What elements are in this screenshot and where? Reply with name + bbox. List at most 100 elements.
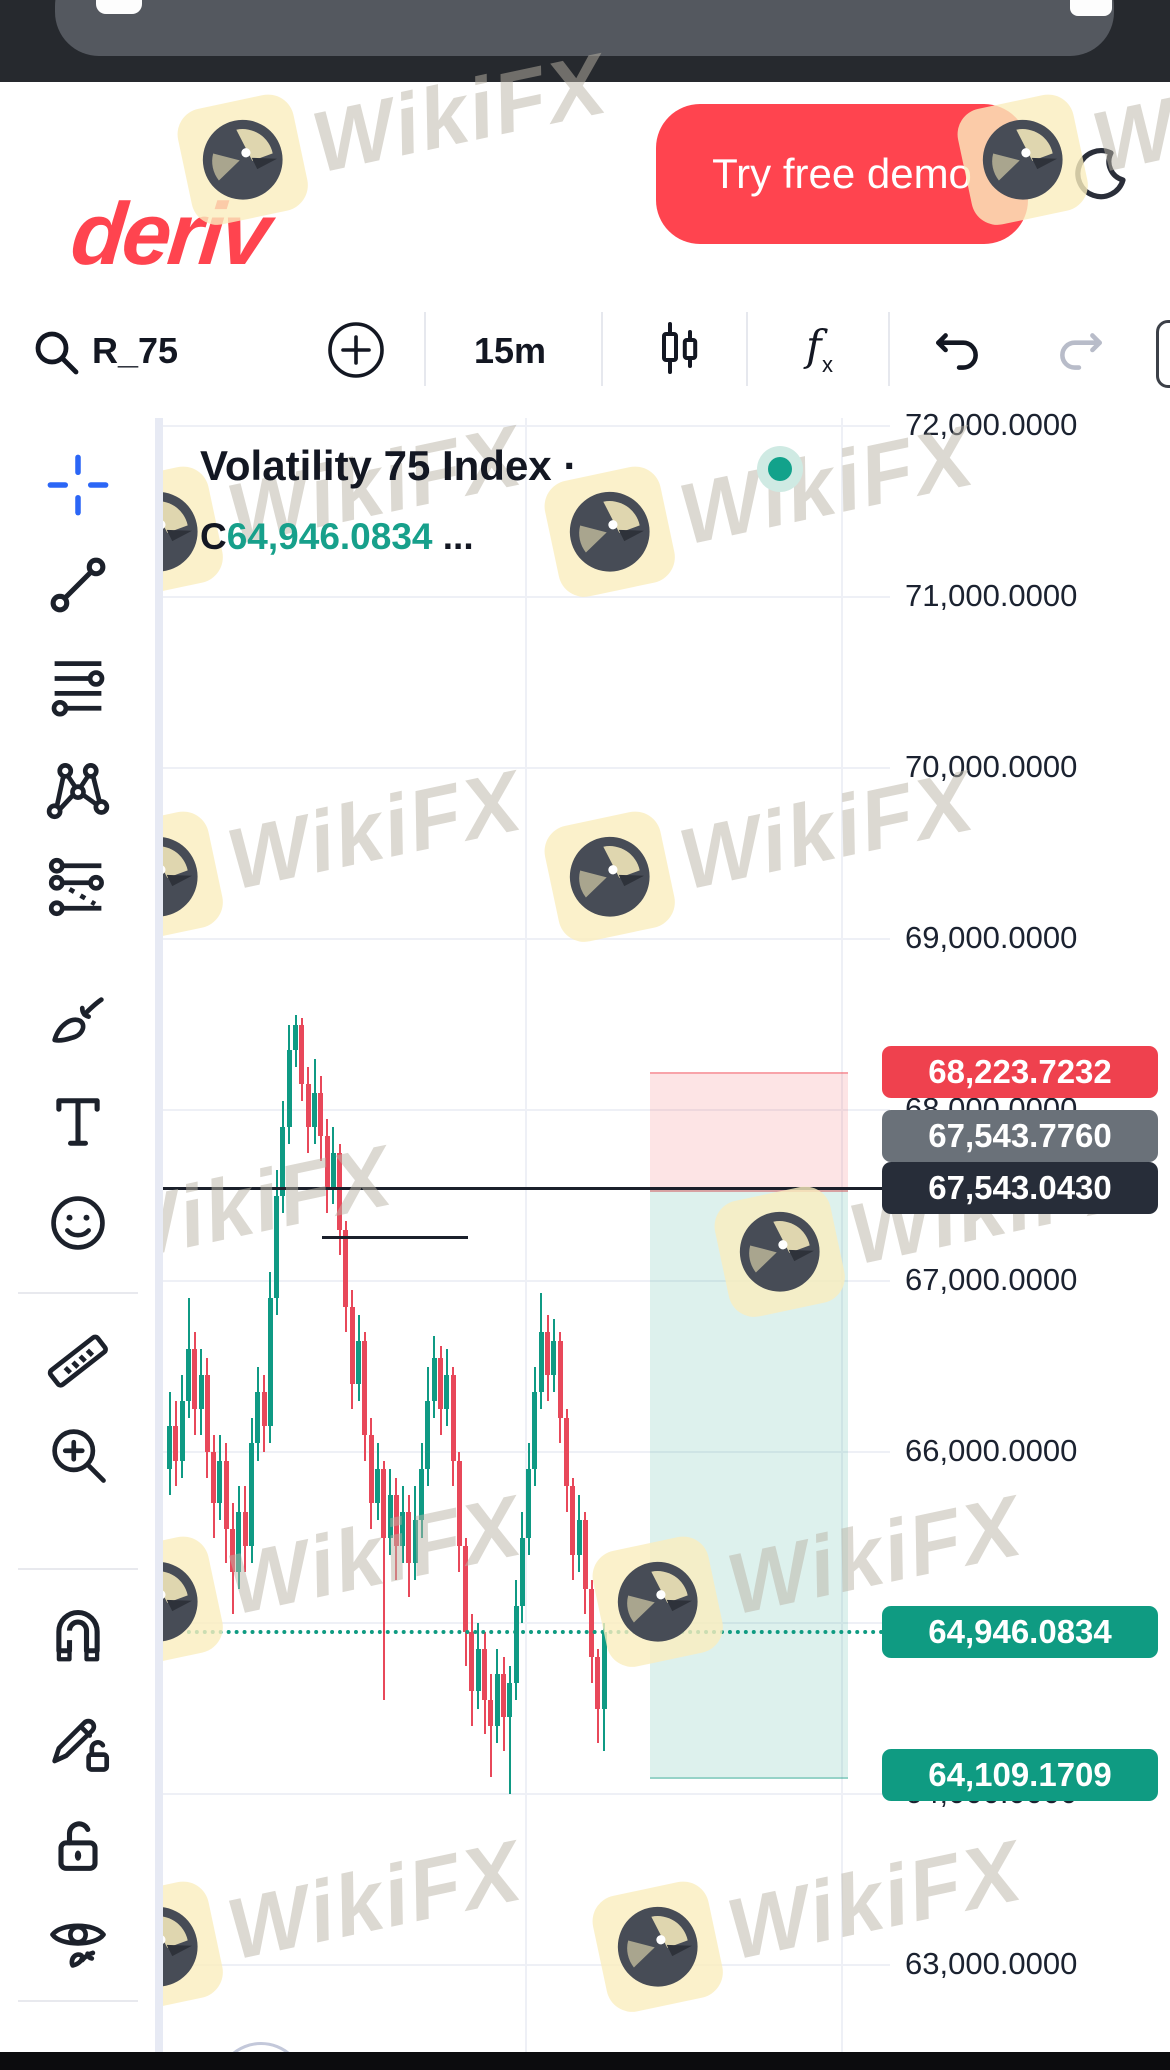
profit-zone[interactable]	[650, 1188, 848, 1779]
magnet-mode-icon[interactable]	[44, 1604, 112, 1672]
candle-body	[387, 1495, 393, 1538]
wikifx-watermark-text: WikiFX	[219, 752, 531, 909]
candle-body	[274, 1196, 280, 1298]
candle-body	[167, 1426, 172, 1469]
price-axis-tick: 63,000.0000	[905, 1946, 1078, 1981]
candle-body	[595, 1657, 601, 1709]
target-price-label: 64,109.1709	[882, 1749, 1158, 1801]
candle-body	[576, 1520, 582, 1555]
add-chart-icon[interactable]	[324, 318, 388, 387]
sidebar-divider	[18, 1292, 138, 1294]
interval-button[interactable]: 15m	[474, 330, 547, 371]
entry-price-line[interactable]	[163, 1187, 884, 1190]
candle-body	[217, 1461, 223, 1503]
candle-body	[425, 1401, 431, 1469]
price-axis-tick: 71,000.0000	[905, 578, 1078, 613]
cursor-crosshair-icon[interactable]	[44, 451, 112, 519]
app-header: deriv Try free demo	[0, 82, 1170, 302]
market-open-status-dot[interactable]	[757, 446, 803, 492]
undo-icon[interactable]	[928, 322, 986, 385]
candle-body	[192, 1349, 198, 1409]
candle-body	[330, 1153, 336, 1187]
ruler-measure-icon[interactable]	[44, 1323, 112, 1391]
try-free-demo-button[interactable]: Try free demo	[656, 104, 1028, 244]
price-axis-tick: 72,000.0000	[905, 407, 1078, 442]
current-price-dotted-line	[163, 1630, 884, 1634]
candle-body	[381, 1469, 387, 1538]
candle-body	[293, 1025, 298, 1050]
candle-body	[204, 1375, 210, 1452]
entry-price-label: 67,543.0430	[882, 1162, 1158, 1214]
text-tool-icon[interactable]	[44, 1088, 112, 1156]
candle-body	[198, 1375, 204, 1409]
candle-body	[488, 1700, 494, 1726]
toolbar-divider	[424, 312, 426, 386]
candle-body	[519, 1538, 525, 1606]
candle-body	[374, 1469, 380, 1503]
candle-body	[582, 1520, 588, 1589]
candle-body	[248, 1443, 254, 1546]
moon-icon[interactable]	[1068, 146, 1132, 215]
pattern-xabcd-icon[interactable]	[44, 756, 112, 824]
sidebar-divider	[18, 2000, 138, 2002]
candle-body	[551, 1341, 557, 1375]
candle-body	[185, 1349, 191, 1401]
close-value: 64,946.0834	[226, 516, 433, 557]
price-axis-tick: 66,000.0000	[905, 1433, 1078, 1468]
emoji-sticker-icon[interactable]	[44, 1189, 112, 1257]
wikifx-eagle-icon	[539, 806, 680, 947]
candle-body	[563, 1418, 569, 1486]
candle-body	[223, 1461, 229, 1529]
candle-body	[305, 1084, 311, 1127]
candle-body	[507, 1683, 513, 1717]
candle-body	[500, 1674, 506, 1717]
candle-body	[601, 1632, 607, 1709]
fib-retracement-icon[interactable]	[44, 653, 112, 721]
candle-body	[532, 1392, 538, 1469]
sidebar-divider	[18, 1568, 138, 1570]
candle-body	[280, 1127, 286, 1196]
candle-body	[337, 1153, 343, 1230]
legend-more[interactable]: ...	[442, 516, 474, 557]
browser-address-pill[interactable]	[55, 0, 1114, 56]
browser-button-fragment	[1070, 0, 1112, 16]
forecast-lines-icon[interactable]	[44, 853, 112, 921]
brush-icon[interactable]	[44, 989, 112, 1057]
candle-body	[412, 1520, 418, 1563]
chart-area[interactable]: 72,000.0000 71,000.0000 70,000.0000 69,000.…	[0, 35, 1170, 2054]
symbol-title[interactable]: Volatility 75 Index ·	[200, 442, 578, 489]
candle-body	[318, 1093, 324, 1136]
zoom-in-icon[interactable]	[44, 1421, 112, 1489]
candle-body	[526, 1469, 532, 1538]
symbol-button[interactable]: R_75	[92, 330, 179, 371]
stop-zone[interactable]	[650, 1072, 848, 1192]
redo-icon[interactable]	[1052, 322, 1110, 385]
candle-body	[368, 1435, 374, 1503]
hide-drawings-icon[interactable]	[44, 1907, 112, 1975]
chart-legend[interactable]: Volatility 75 Index · C64,946.0834 ...	[200, 442, 577, 558]
candle-body	[179, 1401, 185, 1461]
toolbar-divider	[601, 312, 603, 386]
wikifx-watermark-text: WikiFX	[219, 1822, 531, 1979]
trend-line-icon[interactable]	[44, 551, 112, 619]
ask-price-label: 67,543.7760	[882, 1110, 1158, 1162]
stop-price-label: 68,223.7232	[882, 1046, 1158, 1098]
candle-body	[431, 1358, 437, 1401]
price-axis-tick: 67,000.0000	[905, 1262, 1078, 1297]
toolbar-overflow-button[interactable]	[1156, 320, 1170, 388]
close-prefix: C	[200, 516, 227, 557]
candle-body	[456, 1461, 462, 1546]
gesture-bar	[0, 2052, 1170, 2070]
draw-unlock-icon[interactable]	[44, 1710, 112, 1778]
deriv-logo[interactable]: deriv	[66, 184, 273, 283]
candle-body	[356, 1341, 361, 1384]
chart-style-candles-icon[interactable]	[648, 318, 712, 387]
search-icon[interactable]	[28, 324, 84, 385]
horizontal-segment-line[interactable]	[322, 1236, 468, 1239]
candle-body	[230, 1529, 235, 1572]
chart-toolbar: R_75 15m f x	[0, 302, 1170, 418]
browser-chrome-bar	[0, 0, 1170, 82]
indicators-fx-icon[interactable]: f x	[790, 318, 854, 387]
lock-drawings-icon[interactable]	[44, 1811, 112, 1879]
